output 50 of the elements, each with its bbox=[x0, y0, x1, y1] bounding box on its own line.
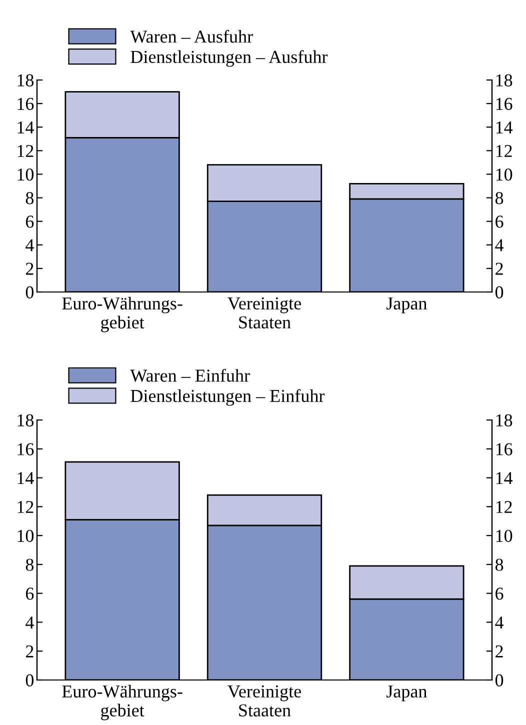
y2-tick-label: 2 bbox=[496, 645, 503, 658]
y2-tick-label: 10 bbox=[496, 168, 512, 181]
y-tick-label: 2 bbox=[26, 262, 34, 275]
y-tick-label: 16 bbox=[18, 443, 34, 456]
y2-tick-label: 0 bbox=[495, 286, 504, 298]
x-tick-label: Euro-Währungs- gebiet bbox=[62, 296, 182, 332]
y2-tick-label: 18 bbox=[496, 414, 512, 426]
y2-tick-label: 14 bbox=[496, 472, 513, 484]
y-tick-label: 12 bbox=[18, 144, 34, 157]
x-tick-label: Vereinigte Staaten bbox=[228, 685, 301, 716]
y2-tick-label: 10 bbox=[496, 530, 512, 542]
y-tick-label: 14 bbox=[18, 121, 34, 134]
y2-tick-label: 8 bbox=[495, 558, 504, 571]
x-tick-label: Japan bbox=[386, 298, 427, 314]
y-tick-label: 12 bbox=[18, 500, 34, 513]
legend-label: Dienstleistungen – Ausfuhr bbox=[130, 50, 328, 67]
y-tick-label: 18 bbox=[18, 414, 34, 426]
y-tick-label: 4 bbox=[26, 616, 34, 628]
y2-tick-label: 4 bbox=[495, 616, 504, 628]
y-tick-label: 8 bbox=[26, 558, 34, 571]
y2-tick-label: 16 bbox=[496, 98, 512, 110]
y2-tick-label: 2 bbox=[496, 262, 503, 275]
y-tick-label: 6 bbox=[26, 588, 34, 600]
y2-tick-label: 8 bbox=[495, 192, 504, 204]
y2-tick-label: 12 bbox=[496, 144, 512, 157]
y-tick-label: 6 bbox=[26, 216, 34, 228]
y2-tick-label: 6 bbox=[496, 588, 504, 600]
y2-tick-label: 16 bbox=[496, 443, 512, 456]
y2-tick-label: 14 bbox=[496, 121, 513, 134]
y-tick-label: 0 bbox=[26, 674, 34, 686]
x-tick-label: Euro-Währungs- gebiet bbox=[62, 684, 182, 720]
y-tick-label: 2 bbox=[26, 645, 34, 658]
y-tick-label: 14 bbox=[18, 472, 34, 484]
y-tick-label: 18 bbox=[18, 74, 34, 86]
legend-label: Waren – Ausfuhr bbox=[130, 30, 253, 43]
y2-tick-label: 12 bbox=[496, 500, 512, 513]
y-tick-label: 10 bbox=[18, 168, 34, 181]
y-tick-label: 10 bbox=[18, 530, 34, 542]
legend-label: Dienstleistungen – Einfuhr bbox=[130, 389, 325, 406]
y2-tick-label: 0 bbox=[495, 674, 504, 686]
y-tick-label: 0 bbox=[26, 286, 34, 298]
x-tick-label: Japan bbox=[386, 686, 427, 702]
y2-tick-label: 6 bbox=[496, 216, 504, 228]
legend-label: Waren – Einfuhr bbox=[130, 368, 250, 382]
y2-tick-label: 4 bbox=[495, 239, 504, 252]
y-tick-label: 16 bbox=[18, 98, 34, 110]
y2-tick-label: 18 bbox=[496, 74, 512, 86]
x-tick-label: Vereinigte Staaten bbox=[228, 297, 301, 328]
y-tick-label: 4 bbox=[26, 239, 34, 252]
y-tick-label: 8 bbox=[26, 192, 34, 204]
